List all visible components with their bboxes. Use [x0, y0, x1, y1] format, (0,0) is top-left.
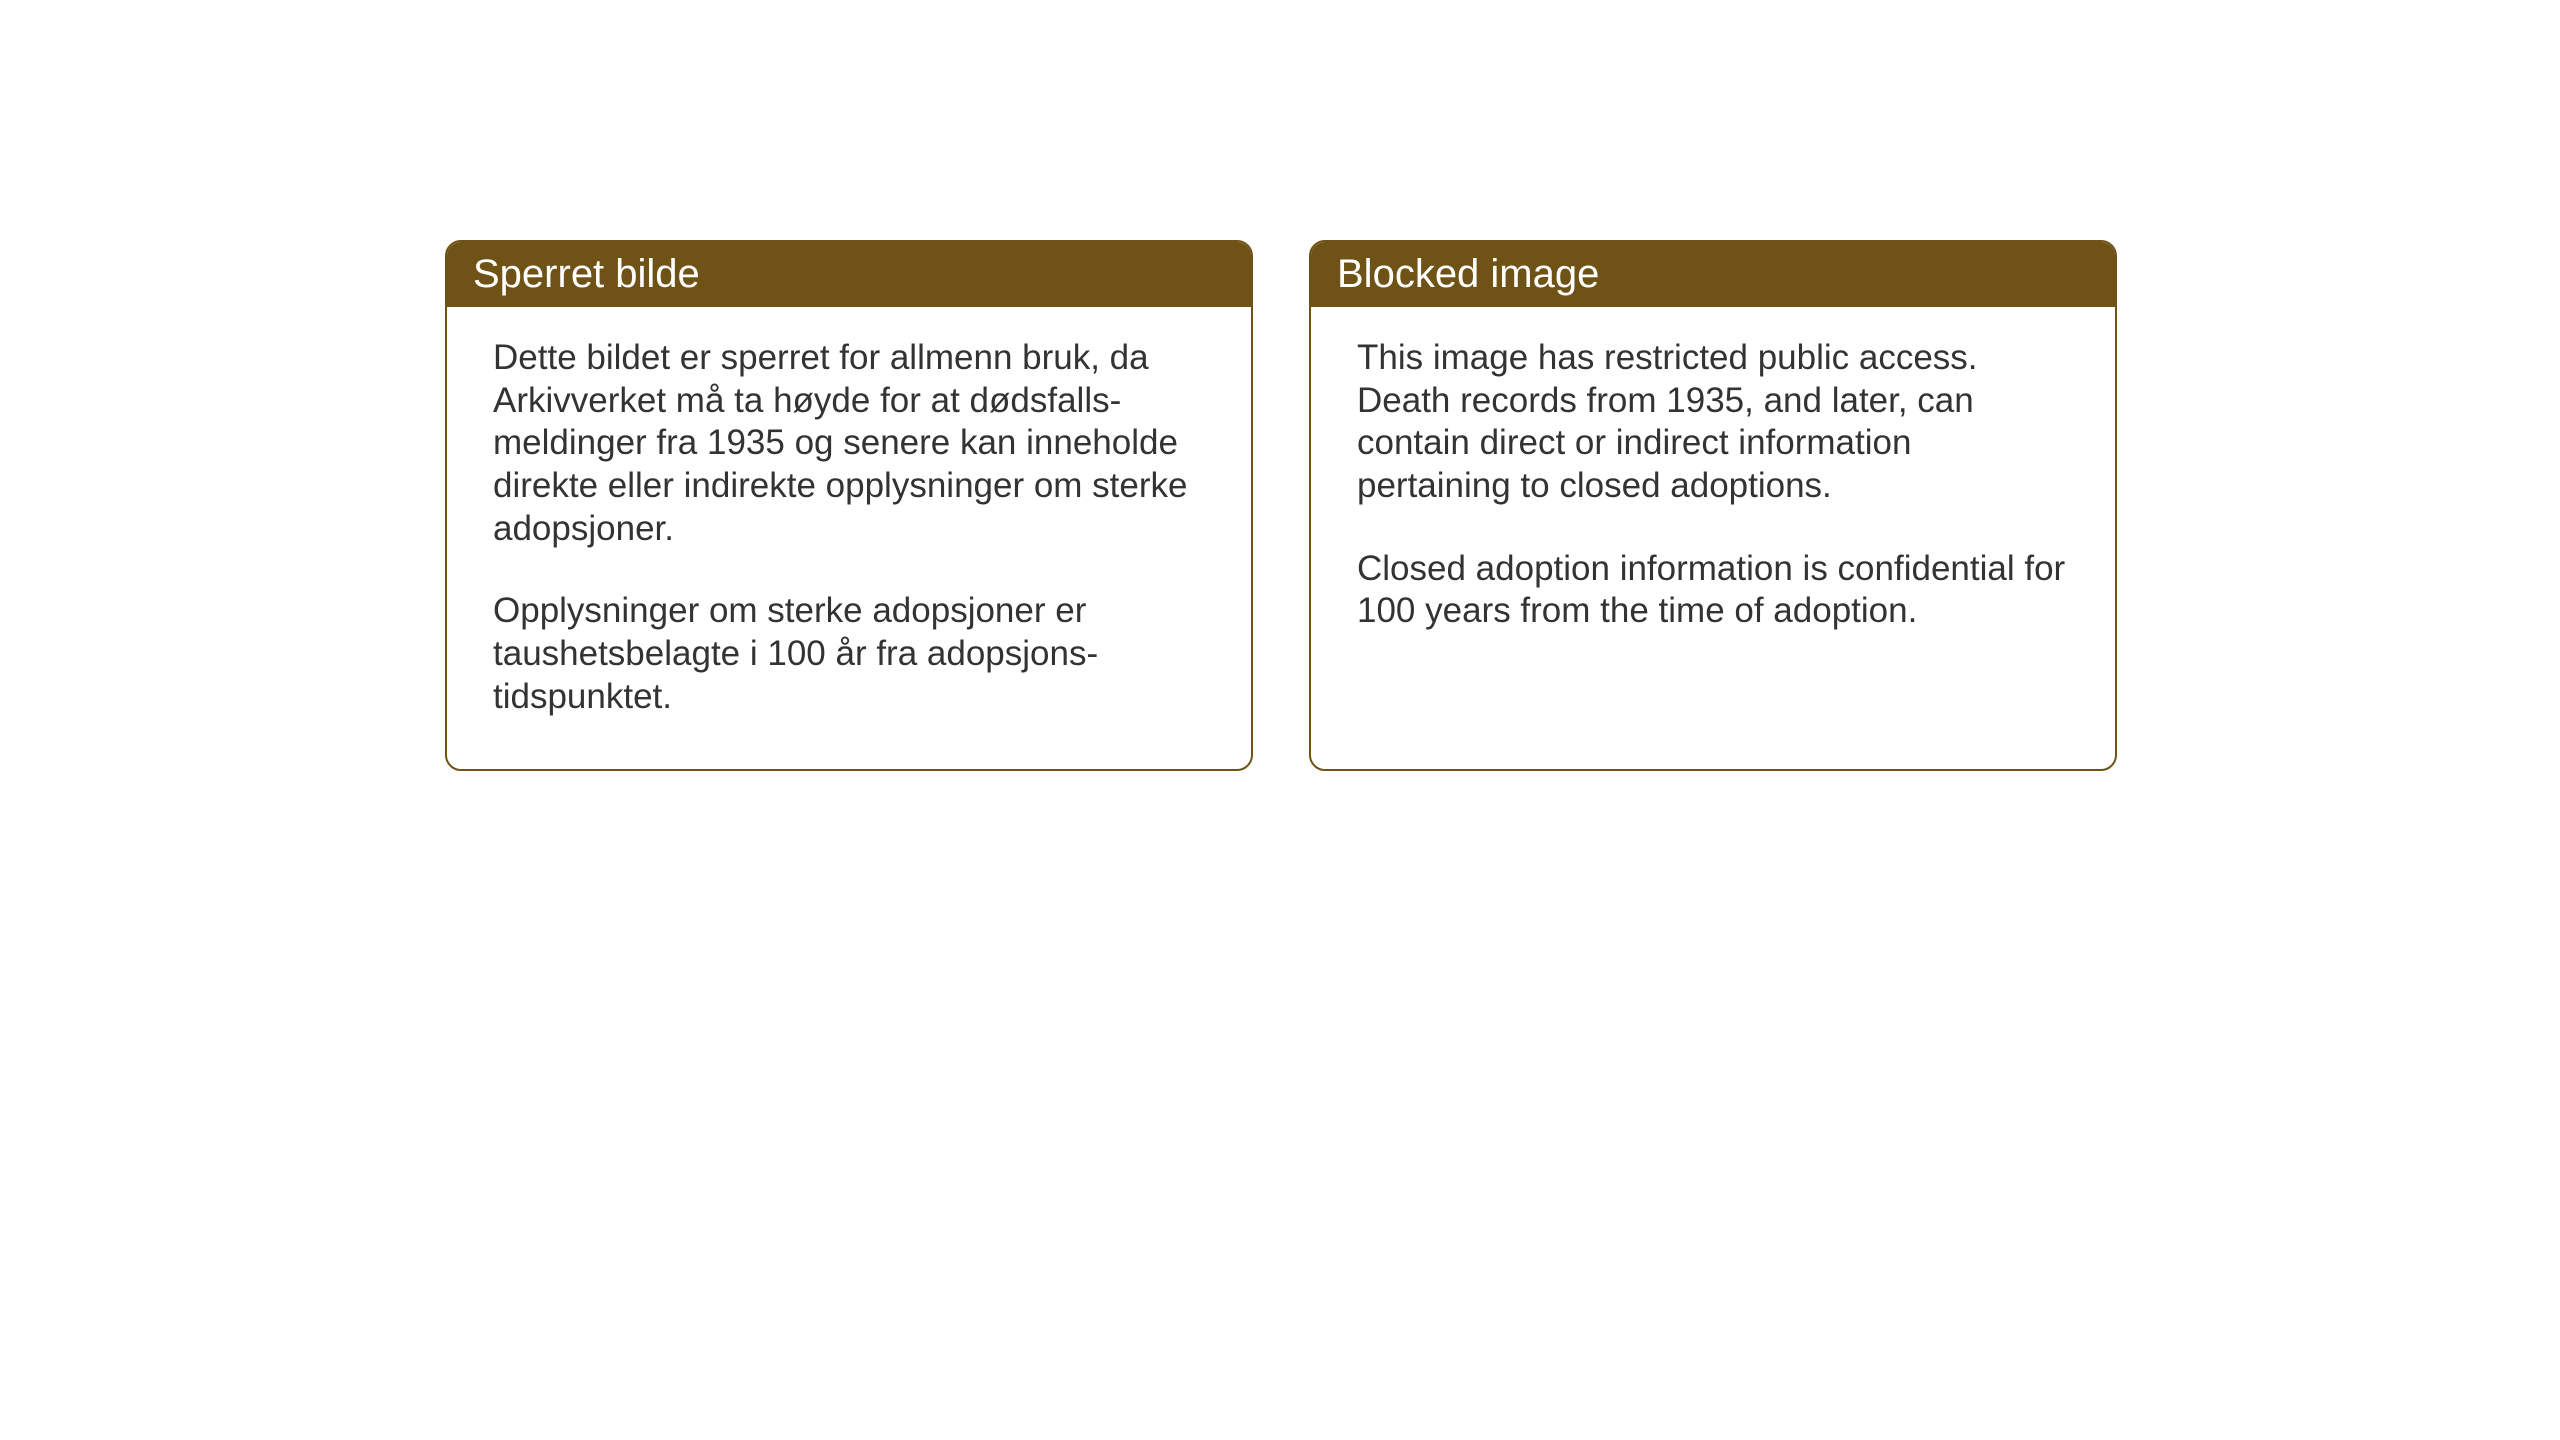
paragraph-text: Opplysninger om sterke adopsjoner er tau… — [493, 590, 1205, 718]
notice-card-norwegian: Sperret bilde Dette bildet er sperret fo… — [445, 240, 1253, 771]
card-title: Blocked image — [1337, 252, 1599, 296]
card-title: Sperret bilde — [473, 252, 700, 296]
card-header-norwegian: Sperret bilde — [447, 242, 1251, 307]
notice-card-english: Blocked image This image has restricted … — [1309, 240, 2117, 771]
paragraph-text: Closed adoption information is confident… — [1357, 548, 2069, 633]
notice-cards-container: Sperret bilde Dette bildet er sperret fo… — [445, 240, 2117, 771]
card-body-english: This image has restricted public access.… — [1311, 307, 2115, 683]
card-body-norwegian: Dette bildet er sperret for allmenn bruk… — [447, 307, 1251, 769]
paragraph-text: Dette bildet er sperret for allmenn bruk… — [493, 337, 1205, 550]
paragraph-text: This image has restricted public access.… — [1357, 337, 2069, 508]
card-header-english: Blocked image — [1311, 242, 2115, 307]
